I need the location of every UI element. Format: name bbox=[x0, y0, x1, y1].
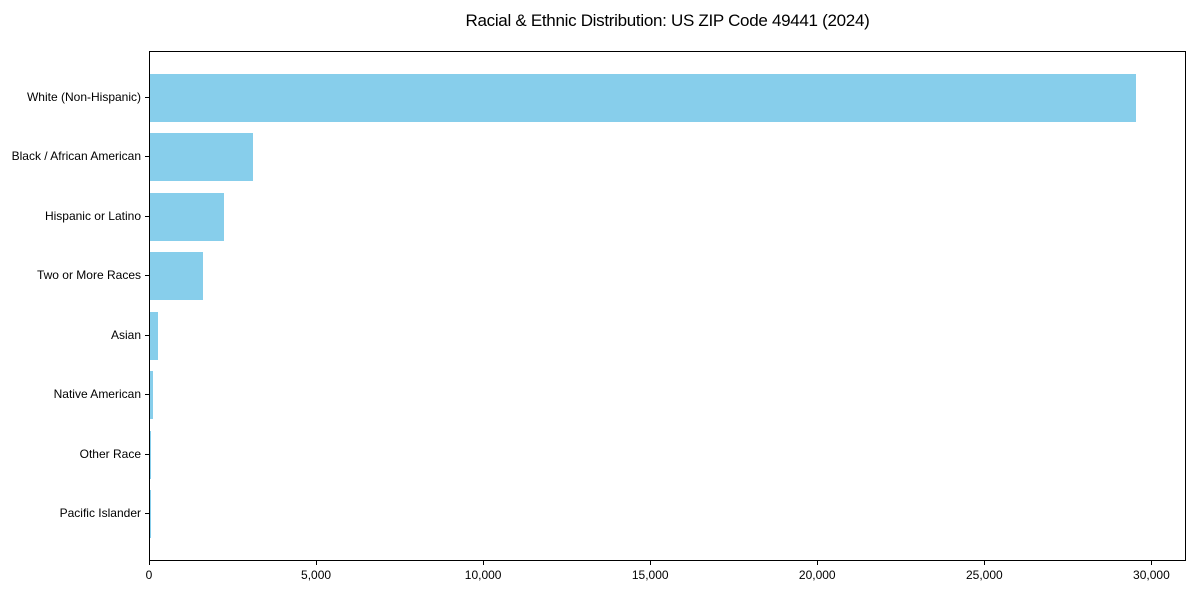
x-tick-label: 25,000 bbox=[965, 568, 1003, 582]
x-tick-mark bbox=[149, 561, 150, 565]
y-tick-mark bbox=[145, 513, 149, 515]
bar bbox=[150, 311, 159, 360]
x-tick-label: 30,000 bbox=[1133, 568, 1170, 582]
y-tick-label: Pacific Islander bbox=[59, 506, 141, 521]
x-tick-mark bbox=[984, 561, 986, 565]
y-tick-label: White (Non-Hispanic) bbox=[26, 90, 141, 104]
bar bbox=[150, 430, 151, 479]
plot-area bbox=[149, 51, 1186, 561]
y-tick-mark bbox=[145, 275, 149, 277]
bar bbox=[150, 74, 1136, 122]
y-tick-mark bbox=[145, 394, 149, 396]
y-tick-mark bbox=[145, 215, 149, 217]
bar bbox=[150, 371, 154, 420]
y-tick-label: Asian bbox=[110, 327, 141, 342]
bar bbox=[150, 133, 253, 182]
chart-title: Racial & Ethnic Distribution: US ZIP Cod… bbox=[465, 11, 870, 30]
x-tick-mark bbox=[1151, 561, 1153, 565]
y-tick-label: Native American bbox=[53, 387, 141, 402]
x-tick-mark bbox=[483, 561, 485, 565]
y-tick-mark bbox=[145, 97, 149, 98]
y-tick-label: Other Race bbox=[79, 446, 141, 461]
y-tick-label: Two or More Races bbox=[36, 268, 141, 283]
y-tick-label: Hispanic or Latino bbox=[44, 208, 141, 223]
x-tick-label: 0 bbox=[145, 568, 153, 582]
x-tick-mark bbox=[817, 561, 819, 565]
x-tick-label: 15,000 bbox=[631, 568, 669, 582]
x-tick-label: 10,000 bbox=[464, 568, 502, 582]
y-tick-mark bbox=[145, 453, 149, 455]
x-tick-mark bbox=[650, 561, 652, 565]
x-tick-mark bbox=[316, 561, 318, 565]
bar bbox=[150, 252, 203, 301]
y-tick-mark bbox=[145, 156, 149, 158]
y-tick-mark bbox=[145, 334, 149, 336]
y-tick-label: Black / African American bbox=[11, 149, 141, 164]
x-tick-label: 5,000 bbox=[301, 568, 332, 582]
bar bbox=[150, 192, 224, 241]
x-tick-label: 20,000 bbox=[798, 568, 836, 582]
